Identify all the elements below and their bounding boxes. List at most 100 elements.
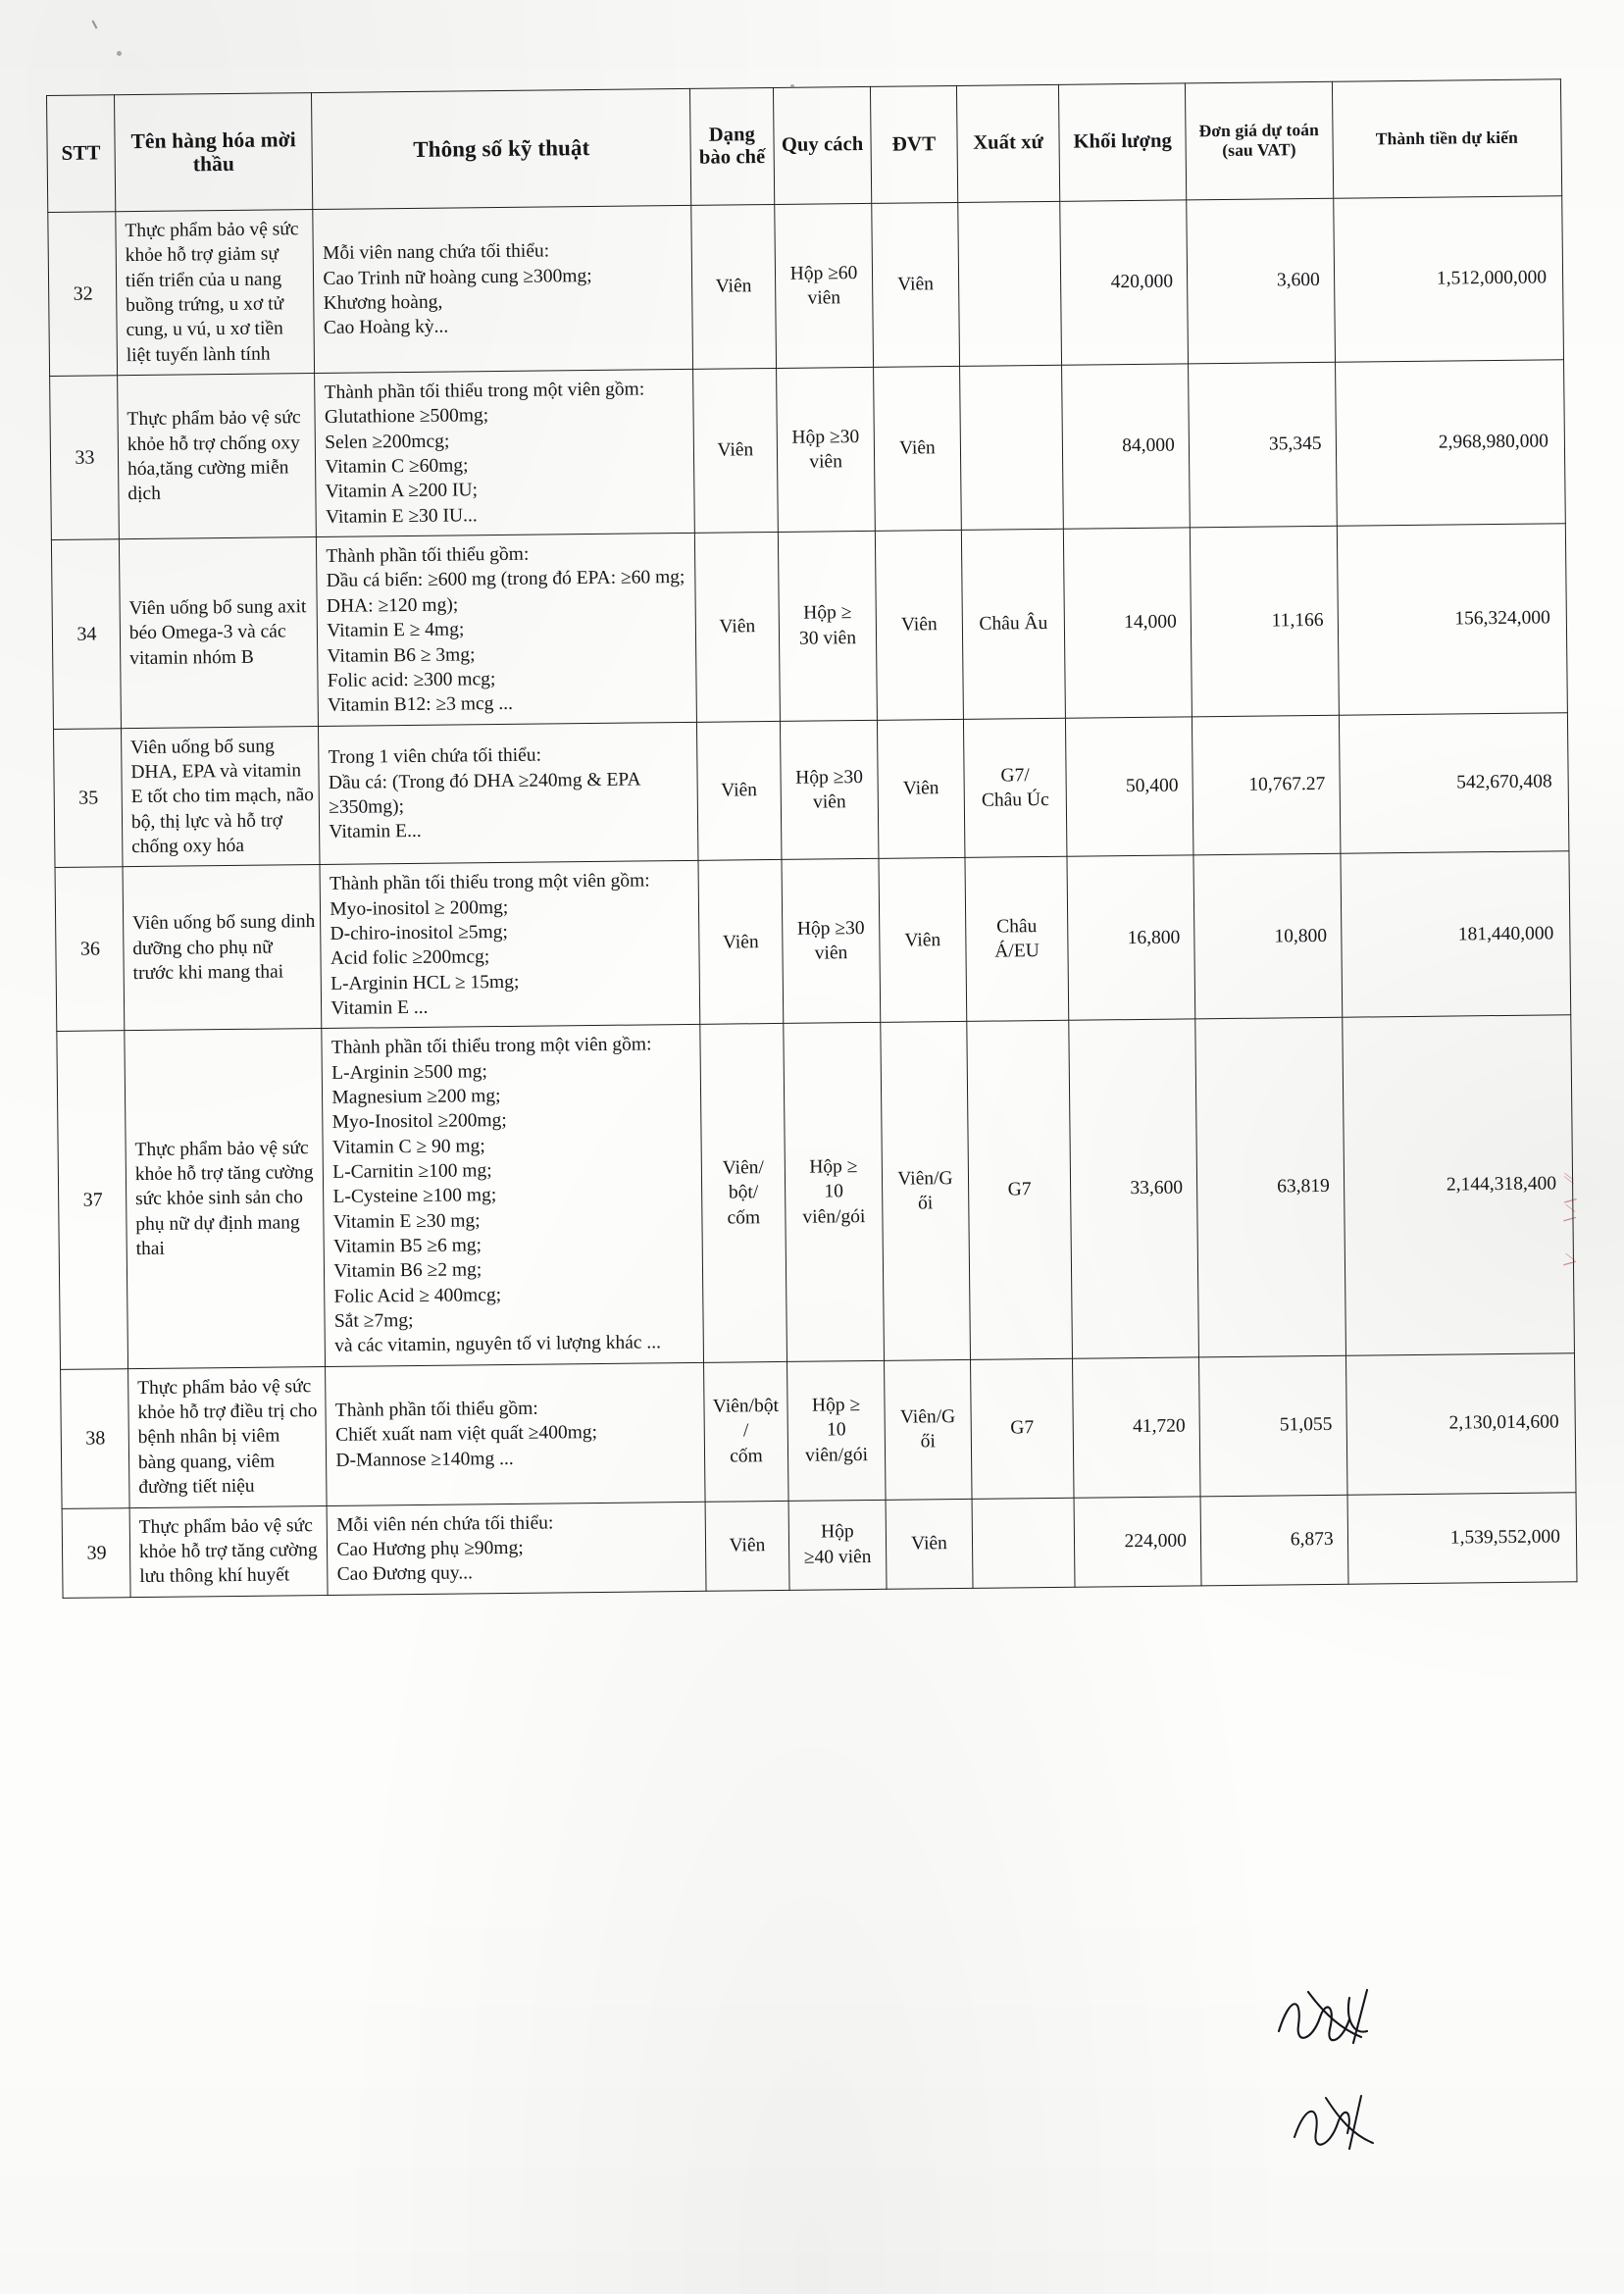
quantity-text: 84,000 [1122,434,1175,457]
origin-text: G7 [1007,1179,1032,1200]
cell-dosage-form: Viên/bột / cốm [703,1361,788,1502]
cell-product-name: Thực phẩm bảo vệ sức khỏe hỗ trợ giảm sự… [115,209,315,376]
cell-row-index: 37 [56,1031,128,1370]
cell-specification: Thành phần tối thiểu trong một viên gồm:… [322,1024,704,1367]
row-index-text: 37 [82,1189,103,1211]
cell-unit-price: 3,600 [1186,198,1336,364]
unit-price-text: 10,767.27 [1248,774,1326,795]
cell-product-name: Thực phẩm bảo vệ sức khỏe hỗ trợ tăng cư… [128,1504,329,1598]
table-row: 36 Viên uống bổ sung dinh dưỡng cho phụ n… [55,850,1571,1032]
dosage-form-text: Viên [715,276,752,297]
cell-quantity: 50,400 [1065,716,1193,857]
pencil-dot-mark-2 [790,84,794,88]
signature-ink [1277,1988,1374,2150]
cell-origin: G7 [970,1358,1075,1499]
cell-origin: Châu Á/EU [964,856,1070,1022]
unit-price-text: 51,055 [1279,1414,1333,1436]
column-header-origin: Xuất xứ [956,84,1061,203]
row-index-text: 32 [73,282,93,305]
unit-text: Viên [904,929,941,951]
cell-quantity: 41,720 [1072,1356,1200,1498]
packing-text: Hộp ≥40 viên [803,1521,872,1568]
cell-unit-price: 51,055 [1198,1355,1347,1497]
product-name-text: Thực phẩm bảo vệ sức khỏe hỗ trợ chống o… [127,407,301,505]
cell-row-index: 36 [55,866,125,1032]
cell-unit-price: 10,800 [1193,853,1343,1020]
column-header-unit: ĐVT [870,85,958,204]
specification-text: Thành phần tối thiểu trong một viên gồm:… [324,379,645,528]
cell-dosage-form: Viên [694,532,781,722]
packing-text: Hộp ≥ 10 viên/gói [802,1156,866,1228]
cell-product-name: Viên uống bổ sung axit béo Omega-3 và cá… [119,536,319,729]
packing-text: Hộp ≥30 viên [791,426,860,473]
cell-unit: Viên [875,530,964,720]
cell-specification: Trong 1 viên chứa tối thiểu: Dầu cá: (Tr… [318,721,698,865]
goods-table: STT Tên hàng hóa mời thầu Thông số kỹ th… [46,78,1577,1598]
origin-text: Châu Âu [979,613,1048,635]
unit-price-text: 3,600 [1276,270,1320,291]
cell-unit: Viên/G ői [880,1021,971,1361]
cell-unit: Viên [879,857,967,1023]
origin-text: G7/ Châu Úc [981,764,1049,811]
table-row: 34 Viên uống bổ sung axit béo Omega-3 và … [51,523,1568,729]
total-amount-text: 2,144,318,400 [1446,1173,1557,1196]
unit-price-text: 6,873 [1290,1528,1334,1551]
cell-product-name: Viên uống bổ sung DHA, EPA và vitamin E … [121,726,321,867]
product-name-text: Viên uống bổ sung DHA, EPA và vitamin E … [129,736,315,858]
cell-packing: Hộp ≥40 viên [787,1499,888,1590]
quantity-text: 50,400 [1125,775,1179,797]
origin-text [973,1535,1075,1550]
cell-product-name: Viên uống bổ sung dinh dưỡng cho phụ nữ … [122,864,323,1032]
specification-text: Mỗi viên nang chứa tối thiểu: Cao Trinh … [322,240,592,339]
cell-packing: Hộp ≥ 30 viên [778,531,878,721]
origin-text: G7 [1010,1417,1035,1439]
cell-total-amount: 542,670,408 [1339,712,1569,854]
column-header-stt: STT [46,94,116,213]
row-index-text: 38 [85,1427,106,1450]
unit-text: Viên [897,274,935,295]
quantity-text: 14,000 [1124,611,1177,634]
cell-unit: Viên [886,1498,973,1589]
table-row: 35 Viên uống bổ sung DHA, EPA và vitamin … [53,712,1569,868]
cell-unit-price: 11,166 [1190,526,1340,717]
pencil-dot-mark [117,51,122,56]
dosage-form-text: Viên [722,931,759,953]
dosage-form-text: Viên [721,780,758,801]
origin-text: Châu Á/EU [994,916,1040,962]
packing-text: Hộp ≥ 30 viên [798,602,857,649]
cell-dosage-form: Viên/ bột/ cốm [699,1023,787,1363]
table-row: 33 Thực phẩm bảo vệ sức khỏe hỗ trợ chống… [49,359,1566,540]
product-name-text: Thực phẩm bảo vệ sức khỏe hỗ trợ giảm sự… [125,219,299,366]
cell-total-amount: 2,130,014,600 [1345,1352,1577,1495]
cell-unit: Viên/G ői [884,1359,972,1500]
cell-specification: Thành phần tối thiểu gồm: Chiết xuất nam… [325,1362,706,1505]
cell-origin: Châu Âu [961,529,1066,719]
total-amount-text: 156,324,000 [1454,607,1550,630]
cell-product-name: Thực phẩm bảo vệ sức khỏe hỗ trợ tăng cư… [124,1028,326,1369]
column-header-quantity: Khối lượng [1058,82,1187,202]
cell-row-index: 32 [47,211,118,377]
table-header: STT Tên hàng hóa mời thầu Thông số kỹ th… [46,78,1562,213]
total-amount-text: 2,130,014,600 [1448,1411,1559,1435]
cell-origin [971,1497,1076,1588]
cell-specification: Thành phần tối thiểu trong một viên gồm:… [314,369,695,537]
cell-quantity: 16,800 [1067,855,1195,1021]
cell-total-amount: 2,144,318,400 [1342,1015,1575,1356]
quantity-text: 16,800 [1127,927,1181,948]
cell-product-name: Thực phẩm bảo vệ sức khỏe hỗ trợ chống o… [117,373,317,539]
product-name-text: Viên uống bổ sung dinh dưỡng cho phụ nữ … [131,911,316,985]
row-index-text: 39 [86,1541,107,1564]
unit-text: Viên/G ői [897,1167,953,1214]
quantity-text: 224,000 [1124,1530,1188,1553]
cell-quantity: 420,000 [1060,199,1189,366]
specification-text: Mỗi viên nén chứa tối thiểu: Cao Hương p… [336,1511,554,1586]
specification-text: Thành phần tối thiểu trong một viên gồm:… [329,870,650,1019]
quantity-text: 41,720 [1132,1415,1186,1438]
cell-unit-price: 6,873 [1199,1494,1348,1586]
column-header-specification: Thông số kỹ thuật [311,88,691,210]
quantity-text: 33,600 [1130,1177,1184,1199]
cell-unit-price: 63,819 [1194,1017,1346,1357]
unit-text: Viên [910,1532,947,1555]
cell-specification: Thành phần tối thiểu gồm: Dầu cá biển: ≥… [316,533,697,727]
cell-unit: Viên [873,366,962,532]
